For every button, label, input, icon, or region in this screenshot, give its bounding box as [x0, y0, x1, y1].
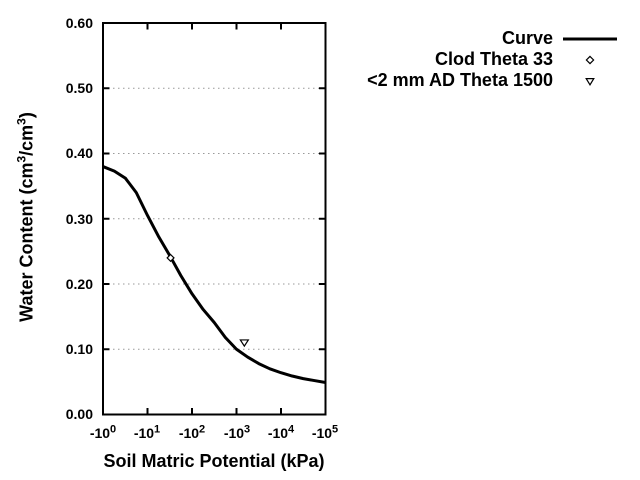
diamond-marker-icon	[563, 53, 617, 67]
x-tick-base: -10	[178, 425, 200, 441]
y-tick-label: 0.40	[65, 145, 93, 161]
x-tick-exponent: 5	[332, 423, 339, 436]
y-axis-title-text: )	[16, 112, 37, 119]
y-axis-title: Water Content (cm3/cm3)	[14, 112, 38, 322]
y-axis-title-text: Water Content (cm	[16, 162, 37, 322]
y-axis-title-text: /cm	[16, 124, 37, 156]
legend-entry-clod-theta-33: Clod Theta 33	[367, 49, 617, 70]
triangle-down-marker-icon	[563, 74, 617, 88]
y-axis-title-superscript: 3	[14, 155, 29, 163]
y-tick-label: 0.20	[65, 276, 93, 292]
y-tick-label: 0.30	[65, 211, 93, 227]
legend: Curve Clod Theta 33 <2 mm AD Theta 1500	[367, 28, 617, 91]
x-tick-exponent: 2	[199, 423, 206, 436]
x-tick-label: -104	[268, 424, 294, 442]
x-tick-label: -100	[90, 424, 116, 442]
x-tick-base: -10	[311, 425, 333, 441]
legend-label: Clod Theta 33	[434, 49, 553, 69]
x-tick-exponent: 0	[110, 423, 117, 436]
x-tick-label: -103	[224, 424, 250, 442]
x-tick-base: -10	[89, 425, 111, 441]
y-tick-label: 0.00	[65, 406, 93, 422]
y-tick-label: 0.10	[65, 341, 93, 357]
x-tick-base: -10	[223, 425, 245, 441]
y-tick-label: 0.60	[65, 15, 93, 31]
legend-label: Curve	[501, 28, 553, 48]
legend-label: <2 mm AD Theta 1500	[367, 70, 553, 90]
y-axis-title-superscript: 3	[14, 118, 29, 125]
x-tick-label: -101	[134, 424, 160, 442]
x-axis-title: Soil Matric Potential (kPa)	[103, 451, 325, 471]
x-tick-exponent: 1	[154, 423, 161, 436]
y-tick-label: 0.50	[65, 80, 93, 96]
marker-clod-theta-33	[166, 253, 175, 263]
x-tick-base: -10	[267, 425, 289, 441]
x-tick-base: -10	[133, 425, 155, 441]
x-tick-exponent: 4	[288, 423, 295, 436]
marker-2-mm-ad-theta-1500	[239, 339, 250, 348]
x-tick-label: -102	[179, 424, 205, 442]
curve-line	[102, 165, 326, 385]
x-tick-label: -105	[312, 424, 338, 442]
legend-entry-curve: Curve	[367, 28, 617, 49]
x-tick-exponent: 3	[244, 423, 251, 436]
legend-entry-ad-theta-1500: <2 mm AD Theta 1500	[367, 70, 617, 91]
line-sample-icon	[563, 36, 617, 42]
